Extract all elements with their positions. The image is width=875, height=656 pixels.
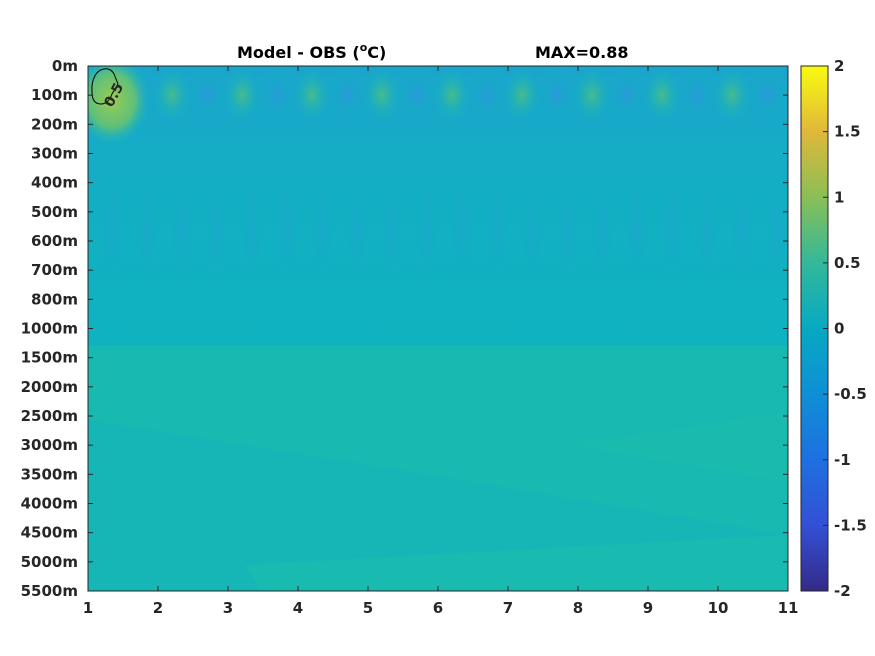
anomaly-spot: [329, 69, 365, 121]
anomaly-streak: [485, 170, 509, 290]
anomaly-spot: [469, 69, 505, 121]
y-tick-label: 200m: [31, 115, 78, 133]
y-tick-label: 0m: [52, 57, 78, 75]
anomaly-spot: [679, 69, 715, 121]
y-tick-label: 700m: [31, 261, 78, 279]
anomaly-streak: [345, 170, 369, 290]
anomaly-streak: [730, 170, 754, 290]
anomaly-streak: [625, 170, 649, 290]
x-tick-label: 8: [573, 599, 583, 617]
colorbar-tick-label: 1: [834, 188, 844, 206]
max-label: MAX=0.88: [535, 43, 629, 62]
anomaly-streak: [170, 170, 194, 290]
anomaly-streak: [310, 170, 334, 290]
anomaly-streak: [765, 170, 788, 290]
title-unit: C): [367, 43, 386, 62]
y-tick-label: 300m: [31, 145, 78, 163]
colorbar-tick-label: -1.5: [834, 516, 867, 534]
y-tick-label: 1000m: [21, 320, 78, 338]
anomaly-streak: [205, 170, 229, 290]
title-degree: o: [360, 41, 368, 54]
anomaly-spot: [259, 69, 295, 121]
anomaly-streak: [135, 170, 159, 290]
anomaly-spot: [399, 69, 435, 121]
colorbar-tick-label: 0.5: [834, 254, 861, 272]
colorbar-axis: 2 1.5 1 0.5 0 -0.5 -1 -1.5 -2: [823, 57, 867, 600]
x-tick-label: 10: [708, 599, 729, 617]
anomaly-streak: [695, 170, 719, 290]
anomaly-streak: [415, 170, 439, 290]
x-tick-label: 9: [643, 599, 653, 617]
colorbar-tick-label: -1: [834, 451, 851, 469]
anomaly-spot: [504, 69, 540, 121]
x-tick-label: 4: [293, 599, 303, 617]
plot-area: [88, 66, 788, 591]
anomaly-streak: [520, 170, 544, 290]
x-tick-label: 6: [433, 599, 443, 617]
y-tick-label: 5500m: [21, 582, 78, 600]
x-axis: 1 2 3 4 5 6 7 8 9 10 11: [83, 66, 799, 617]
anomaly-streak: [450, 170, 474, 290]
x-tick-label: 5: [363, 599, 373, 617]
y-tick-label: 5000m: [21, 553, 78, 571]
y-tick-label: 2500m: [21, 407, 78, 425]
colorbar-tick-label: -0.5: [834, 385, 867, 403]
anomaly-spot: [364, 69, 400, 121]
anomaly-spot: [539, 69, 575, 121]
x-tick-label: 11: [778, 599, 799, 617]
x-tick-label: 1: [83, 599, 93, 617]
anomaly-streak: [275, 170, 299, 290]
chart-title: Model - OBS (oC): [237, 41, 386, 62]
anomaly-streak: [100, 170, 124, 290]
y-tick-label: 500m: [31, 203, 78, 221]
anomaly-spot: [224, 69, 260, 121]
anomaly-spot: [294, 69, 330, 121]
x-tick-label: 7: [503, 599, 513, 617]
anomaly-spot: [574, 69, 610, 121]
anomaly-streak: [380, 170, 404, 290]
x-tick-label: 3: [223, 599, 233, 617]
anomaly-streak: [660, 170, 684, 290]
y-tick-label: 4000m: [21, 495, 78, 513]
colorbar-tick-label: 1.5: [834, 123, 861, 141]
contour-line: [91, 68, 119, 105]
anomaly-spot: [189, 69, 225, 121]
anomaly-spot: [714, 69, 750, 121]
y-tick-label: 100m: [31, 86, 78, 104]
y-tick-label: 800m: [31, 290, 78, 308]
anomaly-streak: [590, 170, 614, 290]
anomaly-spot: [609, 69, 645, 121]
anomaly-spot: [644, 69, 680, 121]
warm-anomaly: [88, 66, 150, 145]
anomaly-streak: [555, 170, 579, 290]
y-tick-label: 600m: [31, 232, 78, 250]
colorbar-tick-label: 0: [834, 320, 844, 338]
anomaly-spot: [749, 69, 785, 121]
y-tick-label: 3000m: [21, 436, 78, 454]
y-tick-label: 4500m: [21, 524, 78, 542]
colorbar-tick-label: 2: [834, 57, 844, 75]
anomaly-spot: [154, 69, 190, 121]
colorbar-tick-label: -2: [834, 582, 851, 600]
title-text: Model - OBS (: [237, 43, 360, 62]
y-tick-label: 3500m: [21, 465, 78, 483]
y-tick-label: 2000m: [21, 378, 78, 396]
anomaly-streak: [240, 170, 264, 290]
y-tick-label: 400m: [31, 174, 78, 192]
deep-wedge-right: [570, 412, 788, 482]
y-tick-label: 1500m: [21, 349, 78, 367]
anomaly-spot: [434, 69, 470, 121]
x-tick-label: 2: [153, 599, 163, 617]
y-axis: 0m 100m 200m 300m 400m 500m 600m 700m 800m 1000m 1…: [21, 57, 788, 600]
bottom-wedge: [245, 535, 788, 591]
